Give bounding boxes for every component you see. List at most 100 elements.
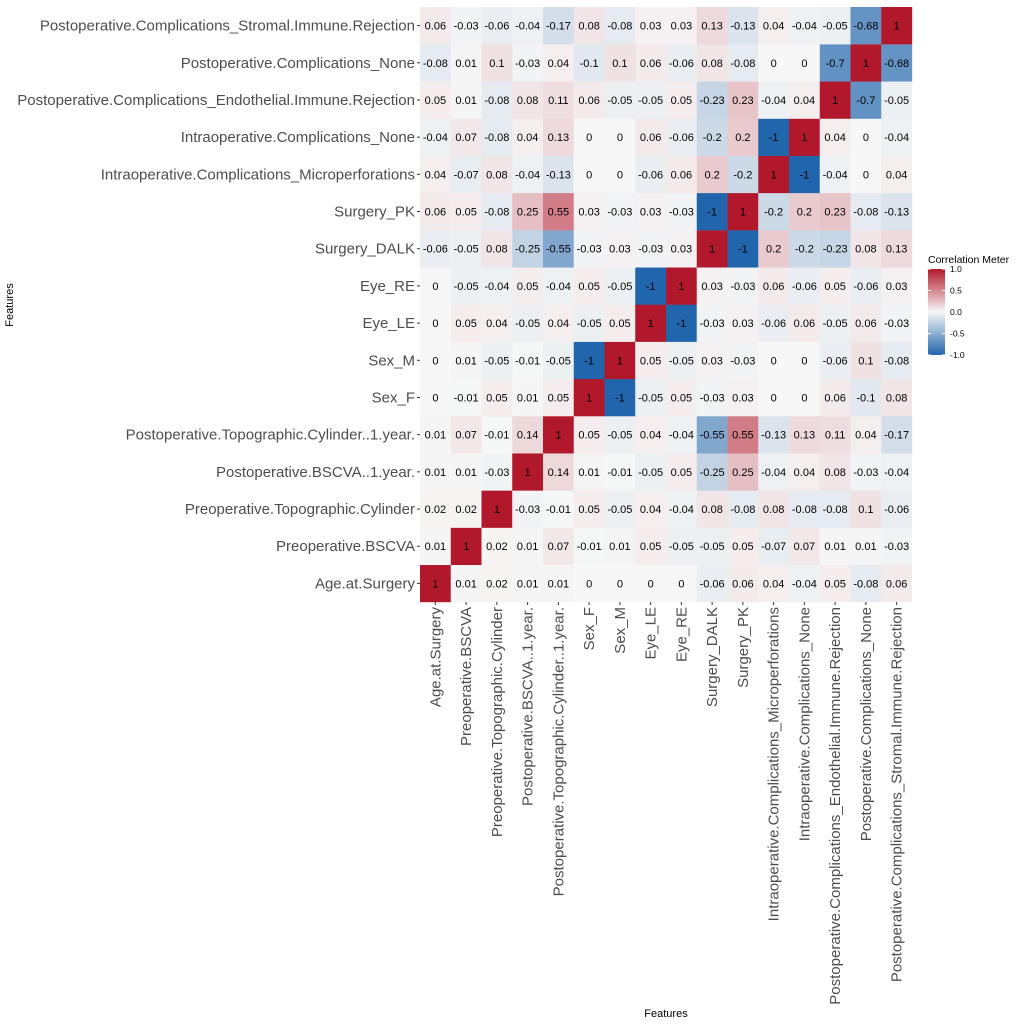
- heatmap-cell: [450, 155, 482, 194]
- heatmap-cell: [819, 7, 851, 45]
- heatmap-cell: [758, 304, 790, 342]
- cell-value-label: 0.08: [886, 392, 907, 404]
- cell-value-label: -0.13: [546, 169, 571, 181]
- heatmap-cell: [420, 192, 451, 231]
- heatmap-cell: [758, 192, 790, 231]
- heatmap-cell: [666, 155, 697, 194]
- heatmap-cell: [727, 564, 759, 603]
- heatmap-cell: [727, 192, 759, 231]
- heatmap-cell: [696, 118, 728, 156]
- cell-value-label: -0.08: [853, 578, 878, 590]
- heatmap-cell: [819, 527, 851, 566]
- heatmap-cell: [512, 453, 544, 491]
- cell-value-label: 1: [586, 392, 592, 404]
- heatmap-cell: [666, 304, 697, 342]
- heatmap-cell: [727, 490, 759, 528]
- heatmap-cell: [635, 453, 667, 491]
- cell-value-label: 0.02: [425, 504, 446, 516]
- cell-value-label: -0.55: [546, 244, 571, 256]
- heatmap-cell: [573, 81, 605, 119]
- heatmap-cell: [573, 304, 605, 342]
- cell-value-label: -0.04: [669, 430, 694, 442]
- heatmap-cell: [666, 378, 697, 417]
- heatmap-cell: [481, 564, 513, 603]
- cell-value-label: -0.17: [546, 21, 571, 33]
- heatmap-cell: [819, 564, 851, 603]
- heatmap-cell: [789, 44, 820, 82]
- heatmap-cell: [850, 416, 882, 454]
- heatmap-cell: [543, 7, 574, 45]
- heatmap-cell: [604, 118, 636, 156]
- cell-value-label: 0.05: [425, 95, 446, 107]
- x-tick-label: Postoperative.BSCVA..1.year.: [520, 607, 537, 806]
- x-axis-tick-labels: Age.at.Surgery Preoperative.BSCVA Preopera…: [427, 602, 906, 1005]
- y-axis-title: Features: [4, 283, 16, 327]
- heatmap-cell: [789, 378, 820, 417]
- legend-title: Correlation Meter: [928, 254, 1010, 266]
- heatmap-cell: [420, 453, 451, 491]
- heatmap-cell: [881, 416, 913, 454]
- cell-value-label: 0.04: [548, 58, 569, 70]
- heatmap-cell: [696, 378, 728, 417]
- cell-value-label: -1: [676, 318, 686, 330]
- cell-value-label: 0.03: [671, 21, 692, 33]
- cell-value-label: -0.03: [730, 355, 755, 367]
- heatmap-cell: [420, 527, 451, 566]
- heatmap-cell: [512, 527, 544, 566]
- cell-value-label: 0.03: [578, 207, 599, 219]
- heatmap-cell: [450, 118, 482, 156]
- heatmap-cell: [543, 490, 574, 528]
- cell-value-label: 0.06: [855, 318, 876, 330]
- heatmap-cell: [819, 453, 851, 491]
- heatmap-cell: [819, 44, 851, 82]
- heatmap-cell: [789, 490, 820, 528]
- heatmap-cell: [850, 304, 882, 342]
- heatmap-cell: [696, 155, 728, 194]
- cell-value-label: 0: [617, 578, 623, 590]
- cell-value-label: -0.2: [795, 244, 814, 256]
- cell-value-label: 1: [617, 355, 623, 367]
- cell-value-label: 1: [494, 504, 500, 516]
- heatmap-cell: [420, 81, 451, 119]
- cell-value-label: -0.05: [546, 355, 571, 367]
- heatmap-cell: [881, 527, 913, 566]
- cell-value-label: 0.13: [701, 21, 722, 33]
- cell-value-label: 0.2: [766, 244, 781, 256]
- y-tick-label: Postoperative.BSCVA..1.year.: [216, 464, 415, 481]
- cell-value-label: 0.01: [578, 467, 599, 479]
- cell-value-label: -0.05: [638, 95, 663, 107]
- cell-value-label: -0.03: [607, 207, 632, 219]
- heatmap-cell: [758, 490, 790, 528]
- cell-value-label: -0.03: [730, 281, 755, 293]
- cell-value-label: 0.05: [578, 504, 599, 516]
- heatmap-cell: [420, 44, 451, 82]
- cell-value-label: -0.06: [761, 318, 786, 330]
- heatmap-cell: [481, 7, 513, 45]
- cell-value-label: 0.01: [517, 578, 538, 590]
- cell-value-label: 0.03: [640, 207, 661, 219]
- cell-value-label: -0.2: [703, 132, 722, 144]
- cell-value-label: -1: [584, 355, 594, 367]
- heatmap-cell: [727, 304, 759, 342]
- heatmap-cell: [543, 304, 574, 342]
- cell-value-label: -0.03: [515, 504, 540, 516]
- cell-value-label: 0.08: [701, 504, 722, 516]
- cell-value-label: -0.01: [607, 467, 632, 479]
- heatmap-cell: [696, 230, 728, 268]
- heatmap-cell: [604, 230, 636, 268]
- legend-colorbar: [928, 269, 945, 355]
- cell-value-label: 0.03: [671, 244, 692, 256]
- heatmap-cell: [758, 7, 790, 45]
- x-tick-label: Postoperative.Complications_Endothelial.…: [827, 607, 844, 1005]
- heatmap-cell: [573, 7, 605, 45]
- cell-value-label: -0.06: [823, 355, 848, 367]
- heatmap-cell: [666, 7, 697, 45]
- heatmap-cell: [758, 453, 790, 491]
- cell-value-label: 0: [586, 578, 592, 590]
- cell-value-label: 0.06: [425, 21, 446, 33]
- cell-value-label: 0.1: [858, 355, 873, 367]
- heatmap-cell: [604, 490, 636, 528]
- x-tick-label: Intraoperative.Complications_None: [796, 607, 813, 841]
- heatmap-cell: [758, 230, 790, 268]
- cell-value-label: 0.01: [517, 392, 538, 404]
